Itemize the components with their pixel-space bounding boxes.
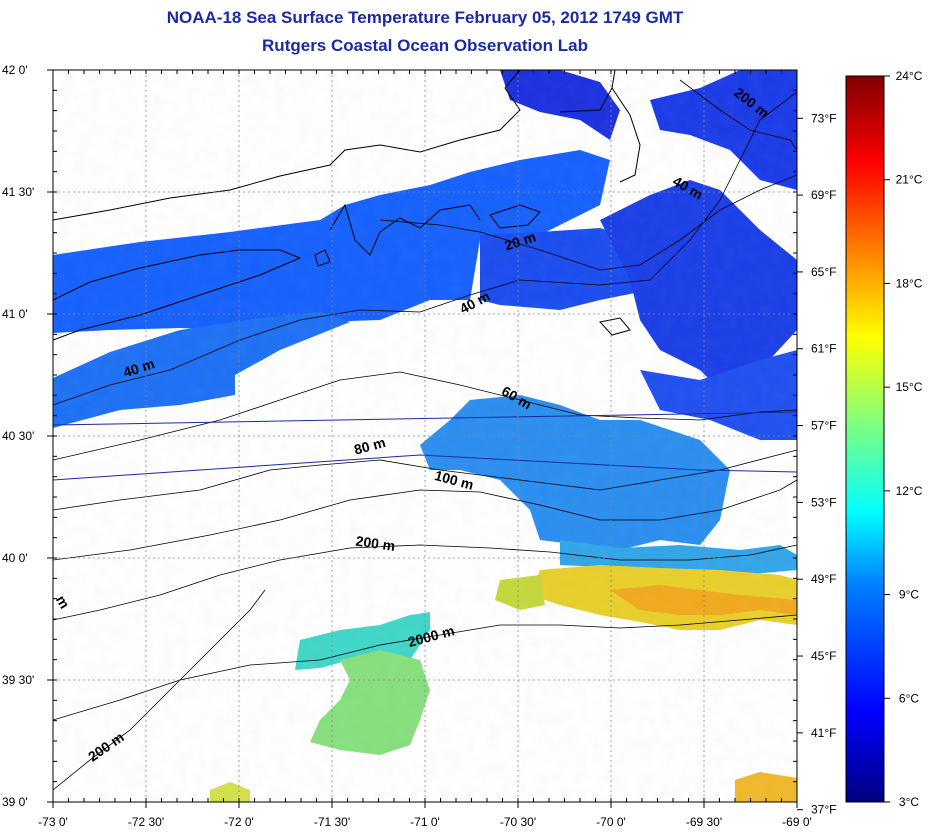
lon-tick-label: -72 30' (128, 815, 164, 829)
contour-200m-canyon (53, 589, 266, 791)
contour-200m-slope (53, 544, 797, 621)
fahrenheit-labels: 37°F 41°F 45°F 49°F 53°F 57°F 61°F 65°F 69°F 73°F (811, 111, 836, 816)
colorbar-tick-label: 15°C (896, 380, 923, 394)
longitude-labels: -73 0' -72 30' -72 0' -71 30' -71 0' -70 30' -… (38, 815, 812, 829)
fahrenheit-tick-label: 37°F (811, 803, 836, 817)
coastline-layer (53, 70, 641, 341)
map-subtitle: Rutgers Coastal Ocean Observation Lab (262, 36, 588, 55)
lon-tick-label: -71 30' (314, 815, 350, 829)
track-line-south (53, 454, 797, 481)
lon-tick-label: -73 0' (38, 815, 68, 829)
contour-label: 80 m (352, 434, 387, 458)
fahrenheit-tick-label: 73°F (811, 111, 836, 125)
colorbar-labels: 3°C 6°C 9°C 12°C 15°C 18°C 21°C 24°C (884, 69, 923, 809)
fahrenheit-tick-label: 49°F (811, 572, 836, 586)
lat-tick-label: 39 0' (2, 795, 28, 809)
colorbar-tick-label: 3°C (899, 795, 919, 809)
axis-ticks (47, 69, 803, 811)
coastline-nantucket (599, 317, 631, 336)
track-lines (53, 411, 797, 481)
track-line-north (53, 411, 797, 426)
colorbar-tick-label: 6°C (899, 691, 919, 705)
contour-100m (53, 479, 797, 561)
contour-20m (379, 174, 797, 271)
lat-tick-label: 40 30' (2, 429, 34, 443)
contour-60m (53, 371, 797, 461)
fahrenheit-tick-label: 45°F (811, 649, 836, 663)
fahrenheit-tick-label: 53°F (811, 495, 836, 509)
fahrenheit-tick-label: 61°F (811, 342, 836, 356)
lat-tick-label: 41 0' (2, 307, 28, 321)
contour-200m-north (679, 79, 797, 151)
latitude-labels: 39 0' 39 30' 40 0' 40 30' 41 0' 41 30' 42 0' (2, 63, 34, 809)
lon-tick-label: -71 0' (410, 815, 440, 829)
lon-tick-label: -72 0' (224, 815, 254, 829)
map-title: NOAA-18 Sea Surface Temperature February… (166, 8, 684, 27)
coastline-long-island (53, 249, 302, 341)
colorbar-tick-label: 18°C (896, 276, 923, 290)
lat-tick-label: 39 30' (2, 673, 34, 687)
contour-80m (53, 449, 797, 511)
fahrenheit-tick-label: 41°F (811, 726, 836, 740)
coastline-connecticut (53, 70, 521, 221)
colorbar-tick-label: 12°C (896, 484, 923, 498)
lat-tick-label: 42 0' (2, 63, 28, 77)
lat-tick-label: 40 0' (2, 551, 28, 565)
colorbar-tick-label: 24°C (896, 69, 923, 83)
lon-tick-label: -70 0' (596, 815, 626, 829)
lon-tick-label: -70 30' (500, 815, 536, 829)
coastline-marthas-vineyard (489, 204, 541, 229)
fahrenheit-tick-label: 69°F (811, 188, 836, 202)
coastline-cape-cod (559, 70, 641, 183)
coastline-rhode-island (329, 203, 481, 256)
lon-tick-label: -69 0' (782, 815, 812, 829)
colorbar-tick-label: 21°C (896, 173, 923, 187)
contour-40m (53, 91, 797, 406)
contour-label: 200 m (355, 533, 397, 554)
colorbar (845, 75, 885, 803)
fahrenheit-tick-label: 57°F (811, 419, 836, 433)
colorbar-tick-label: 9°C (899, 588, 919, 602)
fahrenheit-tick-label: 65°F (811, 265, 836, 279)
coastline-block-island (314, 249, 331, 267)
lat-tick-label: 41 30' (2, 185, 34, 199)
graticule-grid (53, 70, 797, 802)
lon-tick-label: -69 30' (686, 815, 722, 829)
